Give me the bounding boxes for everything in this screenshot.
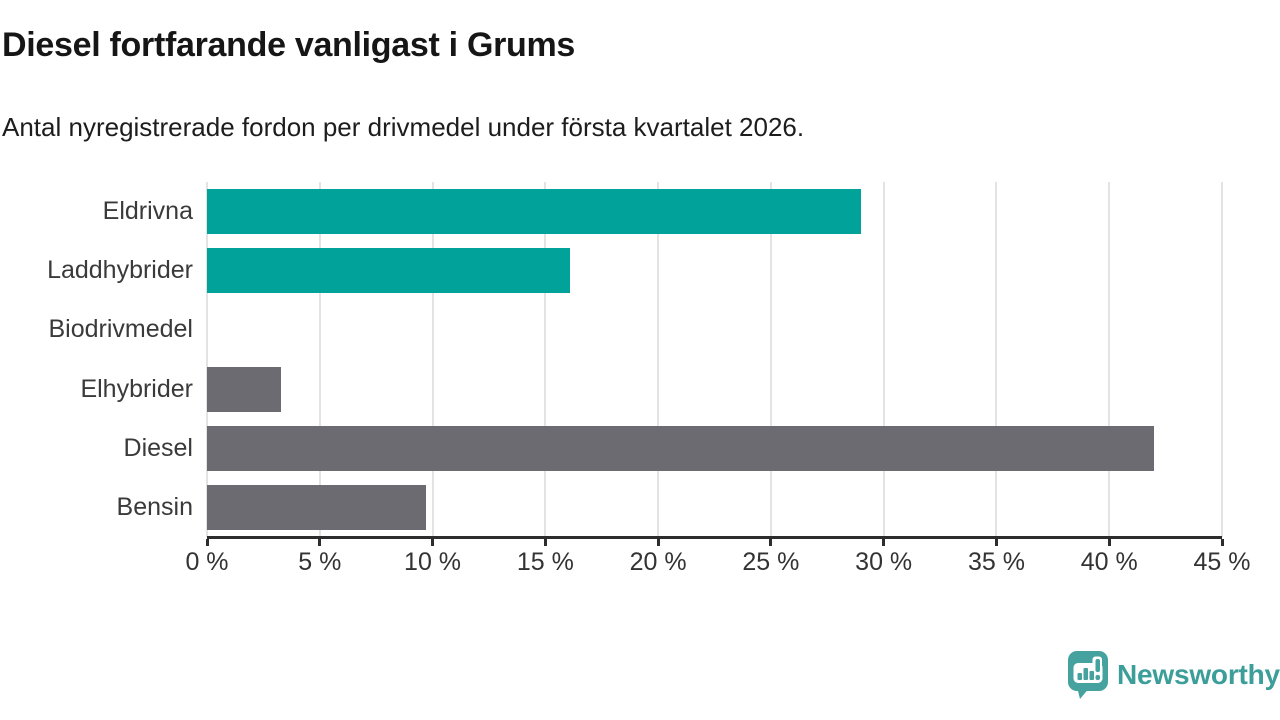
chart-title: Diesel fortfarande vanligast i Grums [2,26,576,64]
axis-tick [318,539,322,546]
axis-tick-label: 0 % [185,548,229,576]
bar-laddhybrider [207,248,571,294]
axis-tick-label: 45 % [1193,548,1251,576]
bar-row [207,478,1222,537]
bar-rows [207,182,1222,537]
axis-tick-label: 10 % [404,548,462,576]
bar-elhybrider [207,366,282,412]
gridline [318,182,321,537]
gridline [769,182,772,537]
axis-tick [1107,539,1111,546]
gridline [544,182,547,537]
newsworthy-logo: Newsworthy [1068,651,1280,699]
axis-tick [769,539,773,546]
axis-tick-label: 5 % [298,548,342,576]
bar-row [207,300,1222,359]
bar-eldrivna [207,189,862,235]
newsworthy-logo-text: Newsworthy [1117,659,1280,690]
category-label: Diesel [123,433,193,462]
gridline [431,182,434,537]
category-label: Eldrivna [102,197,193,226]
bar-row [207,419,1222,478]
category-label: Biodrivmedel [48,315,193,344]
bar-bensin [207,484,426,530]
category-label: Laddhybrider [47,256,193,285]
axis-tick-label: 15 % [516,548,574,576]
newsworthy-speech-bubble-bar-chart-icon [1068,651,1108,699]
axis-tick [431,539,435,546]
gridline [657,182,660,537]
axis-tick-label: 25 % [742,548,800,576]
axis-tick-label: 35 % [967,548,1025,576]
plot-area [206,182,1223,537]
value-axis: 0 % 5 % 10 % 15 % 20 % 25 % 30 % 35 % 40 % 45 % [185,536,1250,586]
chart-subtitle: Antal nyregistrerade fordon per drivmede… [2,112,805,142]
axis-tick [656,539,660,546]
gridline [995,182,998,537]
gridline [882,182,885,537]
axis-baseline [207,536,1222,539]
bar-row [207,360,1222,419]
axis-tick [994,539,998,546]
bar-row [207,182,1222,241]
axis-tick-label: 40 % [1080,548,1138,576]
axis-tick [1220,539,1224,546]
axis-tick-label: 20 % [629,548,687,576]
axis-tick [882,539,886,546]
axis-tick [205,539,209,546]
axis-tick [543,539,547,546]
category-label: Bensin [116,492,193,521]
bar-row [207,241,1222,300]
category-label: Elhybrider [80,374,193,403]
gridline [1108,182,1111,537]
category-axis-labels: Eldrivna Laddhybrider Biodrivmedel Elhybrid… [0,182,193,537]
gridline [206,182,208,537]
gridline [1221,182,1223,537]
axis-tick-label: 30 % [855,548,913,576]
bar-diesel [207,425,1155,471]
